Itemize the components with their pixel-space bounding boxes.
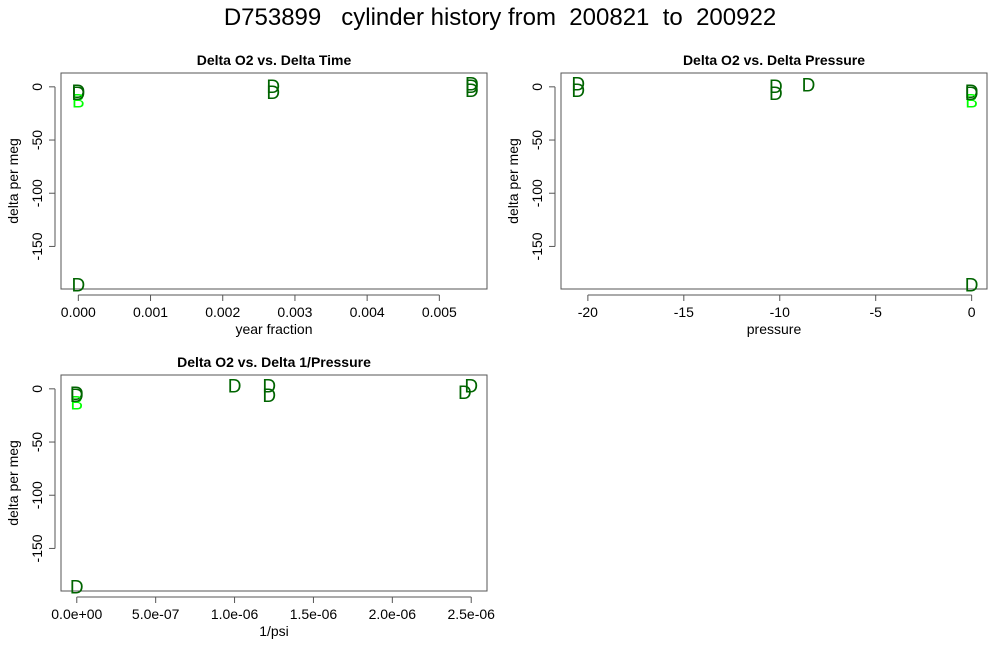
plot-frame bbox=[560, 72, 988, 290]
data-point: D bbox=[465, 77, 479, 98]
y-axis-label: delta per meg bbox=[505, 138, 521, 224]
panel-delta-pressure: Delta O2 vs. Delta Pressure-20 -15 -10 -5 0p… bbox=[505, 52, 988, 337]
y-tick-label: 0 bbox=[29, 385, 45, 393]
x-tick-label: -20 bbox=[578, 304, 598, 320]
panel-title: Delta O2 vs. Delta Time bbox=[197, 52, 352, 68]
data-point: D bbox=[71, 82, 85, 103]
data-point: D bbox=[262, 377, 276, 398]
data-point: D bbox=[802, 76, 816, 97]
data-point: D bbox=[70, 578, 84, 599]
x-tick-label: 2.5e-06 bbox=[447, 606, 495, 622]
x-axis-label: 1/psi bbox=[259, 623, 289, 639]
y-tick-label: 0 bbox=[29, 83, 45, 91]
x-tick-label: 2.0e-06 bbox=[369, 606, 417, 622]
data-point: D bbox=[71, 276, 85, 297]
y-tick-label: -50 bbox=[29, 432, 45, 452]
x-tick-label: 0 bbox=[968, 304, 976, 320]
data-point: D bbox=[266, 77, 280, 98]
data-point: D bbox=[571, 75, 585, 96]
y-tick-label: -100 bbox=[29, 481, 45, 509]
y-tick-label: -150 bbox=[529, 232, 545, 260]
data-point: D bbox=[769, 84, 783, 105]
y-tick-label: -100 bbox=[529, 179, 545, 207]
x-tick-label: 0.002 bbox=[205, 304, 240, 320]
data-point: D bbox=[458, 383, 472, 404]
panel-delta-time: Delta O2 vs. Delta Time 0.000 0.001 0.002 0.… bbox=[5, 52, 488, 337]
data-point: D bbox=[70, 386, 84, 407]
data-point: D bbox=[769, 77, 783, 98]
y-tick-label: -150 bbox=[29, 232, 45, 260]
x-tick-label: 1.0e-06 bbox=[211, 606, 259, 622]
data-point: D bbox=[965, 82, 979, 103]
plot-frame bbox=[60, 72, 488, 290]
data-point: D bbox=[262, 386, 276, 407]
y-tick-label: 0 bbox=[529, 83, 545, 91]
data-point: D bbox=[965, 276, 979, 297]
y-tick-label: -150 bbox=[29, 534, 45, 562]
x-tick-label: 0.003 bbox=[277, 304, 312, 320]
y-tick-label: -50 bbox=[29, 130, 45, 150]
x-tick-label: -15 bbox=[674, 304, 694, 320]
panel-title: Delta O2 vs. Delta Pressure bbox=[683, 52, 865, 68]
x-tick-label: 0.004 bbox=[350, 304, 385, 320]
data-point: D bbox=[228, 377, 242, 398]
data-point: D bbox=[965, 84, 979, 105]
data-point: D bbox=[464, 377, 478, 398]
x-tick-label: -10 bbox=[770, 304, 790, 320]
x-tick-label: -5 bbox=[869, 304, 882, 320]
x-tick-label: 1.5e-06 bbox=[290, 606, 338, 622]
data-point: D bbox=[70, 384, 84, 405]
main-title: D753899 cylinder history from 200821 to … bbox=[223, 4, 777, 31]
data-point: D bbox=[465, 75, 479, 96]
y-tick-label: -100 bbox=[29, 179, 45, 207]
y-axis-label: delta per meg bbox=[5, 440, 21, 526]
plot-frame bbox=[60, 374, 488, 592]
data-point: B bbox=[72, 92, 85, 113]
x-tick-label: 0.0e+00 bbox=[51, 606, 102, 622]
y-axis-label: delta per meg bbox=[5, 138, 21, 224]
data-point: D bbox=[465, 81, 479, 102]
x-tick-label: 5.0e-07 bbox=[132, 606, 180, 622]
data-point: D bbox=[266, 83, 280, 104]
panel-delta-inverse-pressure: Delta O2 vs. Delta 1/Pressure 0.0e+00 5.0e… bbox=[5, 354, 495, 639]
x-axis-label: pressure bbox=[747, 321, 802, 337]
data-point: D bbox=[571, 81, 585, 102]
data-point: D bbox=[71, 84, 85, 105]
x-axis-label: year fraction bbox=[235, 321, 312, 337]
panel-title: Delta O2 vs. Delta 1/Pressure bbox=[177, 354, 371, 370]
data-point: B bbox=[965, 92, 978, 113]
x-tick-label: 0.001 bbox=[133, 304, 168, 320]
x-tick-label: 0.000 bbox=[61, 304, 96, 320]
y-tick-label: -50 bbox=[529, 130, 545, 150]
x-tick-label: 0.005 bbox=[422, 304, 457, 320]
data-point: B bbox=[70, 394, 83, 415]
